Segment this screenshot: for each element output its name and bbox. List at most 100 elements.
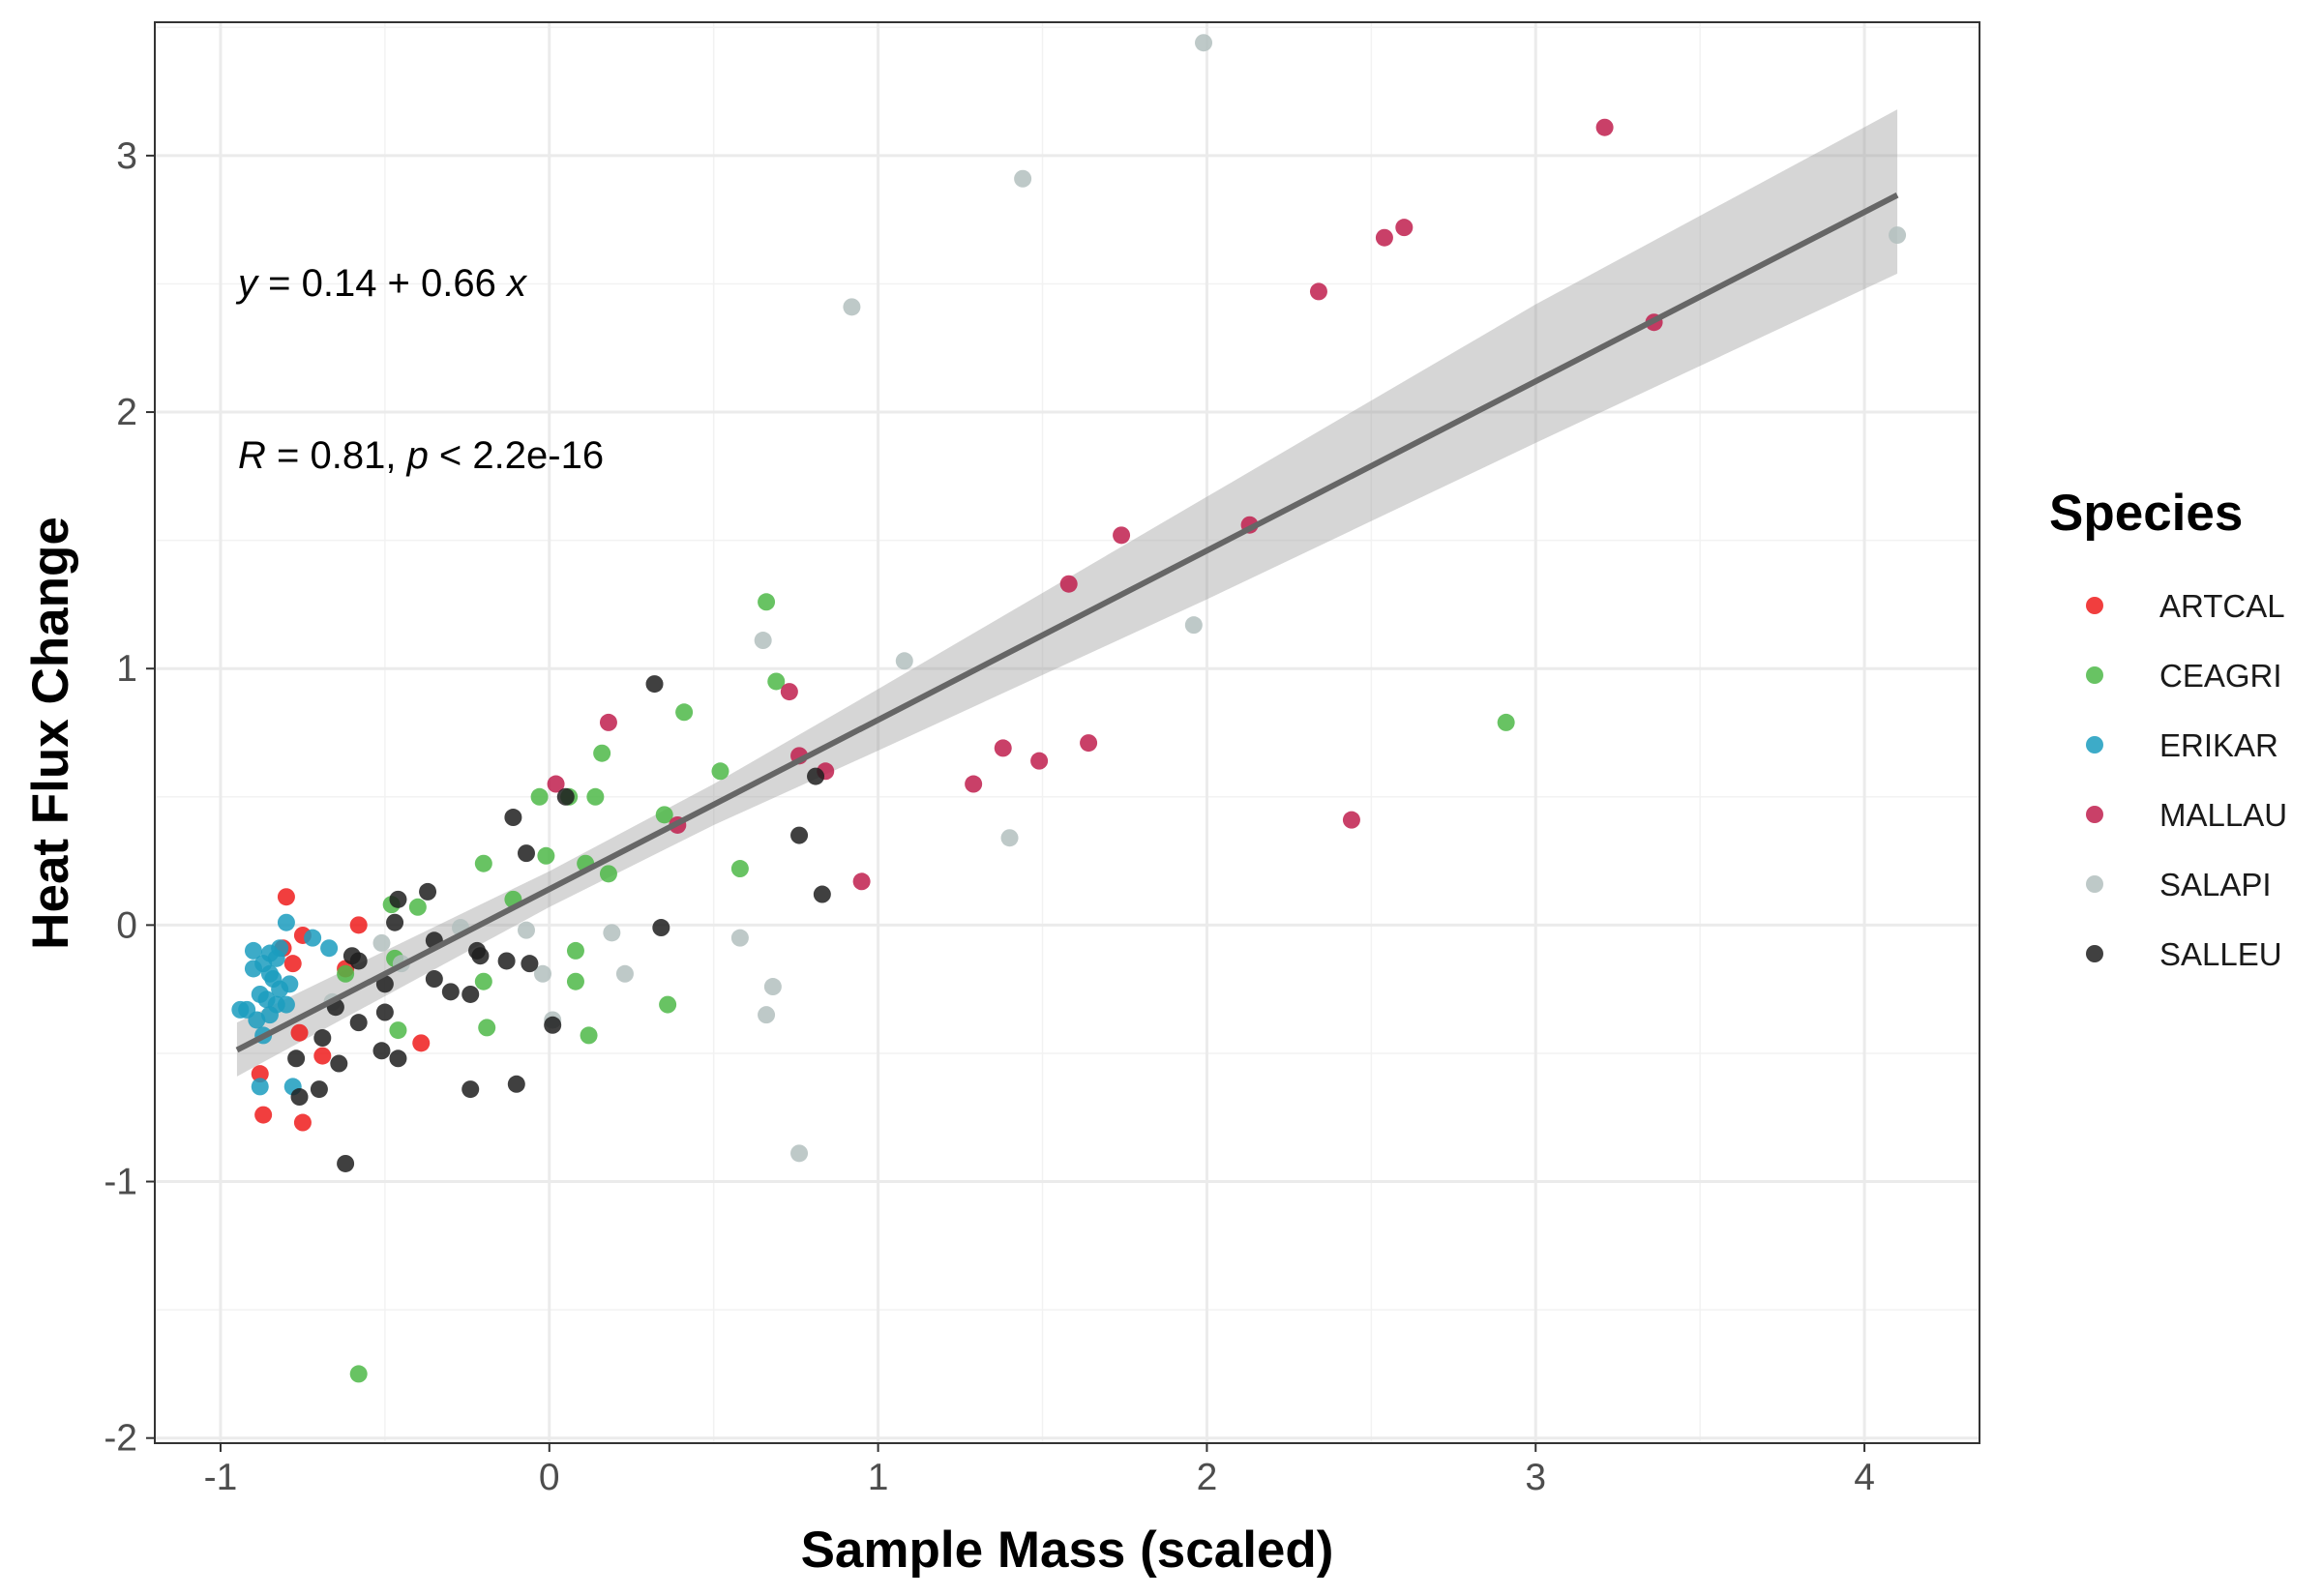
data-point: [507, 1075, 525, 1093]
series-artcal: [251, 888, 431, 1132]
data-point: [852, 872, 871, 891]
data-point: [337, 1154, 355, 1172]
data-point: [304, 929, 322, 947]
legend-item-salapi: SALAPI: [2086, 867, 2272, 902]
x-tick-label: -1: [204, 1457, 238, 1498]
data-point: [389, 1049, 407, 1068]
data-point: [758, 1006, 776, 1024]
data-point: [652, 919, 670, 937]
data-point: [730, 929, 749, 947]
regression-equation: y = 0.14 + 0.66 x: [235, 262, 528, 305]
stats-p-value: < 2.2e-16: [429, 434, 604, 477]
legend-item-erikar: ERIKAR: [2086, 727, 2278, 763]
data-point: [813, 885, 831, 903]
data-point: [349, 916, 368, 934]
legend-item-mallau: MALLAU: [2086, 797, 2287, 833]
data-point: [533, 964, 551, 983]
legend-key: [2086, 945, 2103, 962]
data-point: [586, 787, 605, 806]
data-point: [471, 947, 490, 965]
data-point: [994, 739, 1012, 757]
data-point: [313, 1029, 332, 1048]
x-tick-label: 3: [1525, 1457, 1546, 1498]
data-point: [566, 941, 584, 960]
stats-r-value: = 0.81,: [266, 434, 407, 477]
data-point: [763, 978, 782, 996]
data-point: [1059, 575, 1078, 593]
x-axis-ticks: -1 0 1 2 3 4: [204, 1443, 1875, 1498]
x-tick-label: 1: [868, 1457, 889, 1498]
data-point: [474, 972, 492, 990]
data-point: [965, 775, 983, 793]
legend-item-ceagri: CEAGRI: [2086, 658, 2282, 694]
data-point: [244, 960, 262, 978]
data-point: [231, 1000, 250, 1019]
data-point: [1014, 169, 1032, 188]
data-point: [349, 1014, 368, 1032]
data-point: [556, 787, 575, 806]
y-tick-label: 3: [116, 135, 137, 177]
data-point: [1375, 228, 1393, 247]
data-point: [244, 941, 262, 960]
legend-label: ERIKAR: [2159, 727, 2278, 763]
data-point: [251, 1078, 269, 1096]
y-tick-label: 1: [116, 648, 137, 690]
data-point: [342, 947, 361, 965]
data-point: [313, 1047, 332, 1065]
data-point: [293, 1113, 312, 1132]
x-tick-label: 0: [539, 1457, 560, 1498]
data-point: [1889, 226, 1907, 245]
plot-border: [154, 21, 1980, 1444]
legend-key: [2086, 875, 2103, 893]
data-point: [251, 1065, 269, 1083]
data-point: [599, 865, 617, 883]
data-point: [461, 985, 480, 1003]
data-point: [386, 913, 404, 931]
equation-body: = 0.14 + 0.66: [257, 262, 507, 305]
data-point: [283, 955, 302, 973]
data-point: [290, 1023, 309, 1042]
legend: Species ARTCAL CEAGRI ERIKAR MALLAU SALAPI SA…: [2049, 485, 2287, 972]
data-point: [599, 713, 617, 731]
data-point: [1342, 811, 1360, 829]
data-point: [389, 890, 407, 908]
legend-item-artcal: ARTCAL: [2086, 588, 2285, 624]
data-point: [655, 806, 673, 824]
legend-label: ARTCAL: [2159, 588, 2285, 624]
equation-y-symbol: y: [235, 262, 260, 305]
data-point: [408, 898, 427, 916]
data-point: [615, 964, 634, 983]
data-point: [254, 1106, 273, 1124]
data-point: [277, 913, 295, 931]
data-point: [1113, 526, 1131, 545]
data-point: [504, 809, 522, 827]
data-point: [1080, 734, 1098, 753]
data-point: [566, 972, 584, 990]
legend-label: CEAGRI: [2159, 658, 2282, 694]
data-point: [277, 995, 295, 1014]
y-axis-title: Heat Flux Change: [22, 517, 79, 950]
minor-gridlines: [155, 22, 1980, 1443]
x-tick-label: 2: [1197, 1457, 1218, 1498]
x-axis-title: Sample Mass (scaled): [801, 1522, 1334, 1579]
data-point: [310, 1080, 328, 1099]
data-point: [758, 593, 776, 611]
data-point: [375, 1003, 394, 1021]
series-salapi: [323, 34, 1907, 1163]
regression-stats: R = 0.81, p < 2.2e-16: [238, 434, 604, 477]
data-point: [730, 860, 749, 878]
data-point: [372, 933, 391, 952]
stats-r-symbol: R: [238, 434, 266, 477]
data-point: [580, 1026, 598, 1045]
data-point: [461, 1080, 480, 1099]
data-point: [675, 703, 694, 722]
data-point: [659, 995, 677, 1014]
data-point: [547, 775, 565, 793]
legend-label: MALLAU: [2159, 797, 2287, 833]
data-point: [1030, 752, 1049, 770]
data-point: [375, 975, 394, 993]
data-point: [790, 1144, 809, 1163]
legend-key: [2086, 806, 2103, 823]
data-point: [530, 787, 549, 806]
